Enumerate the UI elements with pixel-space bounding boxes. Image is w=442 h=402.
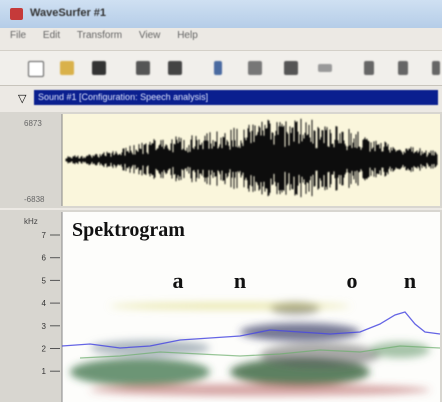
menu-item[interactable]: File xyxy=(10,30,27,41)
zoom-out-button[interactable] xyxy=(398,61,408,75)
frequency-tick-label: 3 xyxy=(42,322,47,331)
print-button[interactable] xyxy=(136,61,150,75)
waveform-trace xyxy=(65,118,438,198)
menu-bar: File Edit Transform View Help xyxy=(0,30,442,48)
menu-item[interactable]: Transform xyxy=(76,30,123,41)
toolbar xyxy=(0,50,442,86)
formant-track xyxy=(79,345,441,359)
copy-button[interactable] xyxy=(248,61,262,75)
panes: 6873 -6838 kHz 7 6 5 4 3 2 1 Spektrogram a n o n xyxy=(0,112,442,402)
title-bar: WaveSurfer #1 xyxy=(0,0,442,28)
collapse-toggle[interactable]: ▽ xyxy=(18,93,27,105)
menu-item[interactable]: View xyxy=(138,30,161,41)
formant-track xyxy=(61,311,441,349)
frequency-unit: kHz xyxy=(24,217,38,226)
waveform-max-label: 6873 xyxy=(24,119,42,128)
waveform xyxy=(65,118,438,198)
zoom-in-button[interactable] xyxy=(364,61,374,75)
paste-button[interactable] xyxy=(284,61,298,75)
spectrogram-title: Spektrogram xyxy=(72,219,185,241)
undo-button[interactable] xyxy=(318,64,332,72)
frequency-tick-label: 1 xyxy=(42,367,47,376)
waveform-min-label: -6838 xyxy=(24,195,45,204)
new-button[interactable] xyxy=(28,61,44,77)
phoneme-label: o xyxy=(347,268,358,293)
menu-item[interactable]: Help xyxy=(177,30,198,41)
frequency-tick-label: 5 xyxy=(42,276,47,285)
spectrogram-image xyxy=(70,302,430,396)
frequency-tick-label: 7 xyxy=(42,231,47,240)
phoneme-label: n xyxy=(404,268,416,293)
menu-item[interactable]: Edit xyxy=(42,30,61,41)
app-icon xyxy=(10,8,23,20)
frequency-tick-label: 6 xyxy=(42,254,47,263)
frequency-tick-label: 2 xyxy=(42,345,47,354)
window-title: WaveSurfer #1 xyxy=(30,7,107,19)
sound-selector[interactable]: Sound #1 [Configuration: Speech analysis… xyxy=(34,90,438,105)
frequency-tick-label: 4 xyxy=(42,299,47,308)
open-button[interactable] xyxy=(60,61,74,75)
frequency-axis: 7 6 5 4 3 2 1 xyxy=(42,231,60,376)
phoneme-label: a xyxy=(173,268,184,293)
cut-button[interactable] xyxy=(214,61,222,75)
save-button[interactable] xyxy=(92,61,106,75)
phoneme-label: n xyxy=(234,268,246,293)
properties-button[interactable] xyxy=(168,61,182,75)
zoom-button[interactable] xyxy=(432,61,440,75)
sound-row: ▽ Sound #1 [Configuration: Speech analys… xyxy=(0,88,442,108)
